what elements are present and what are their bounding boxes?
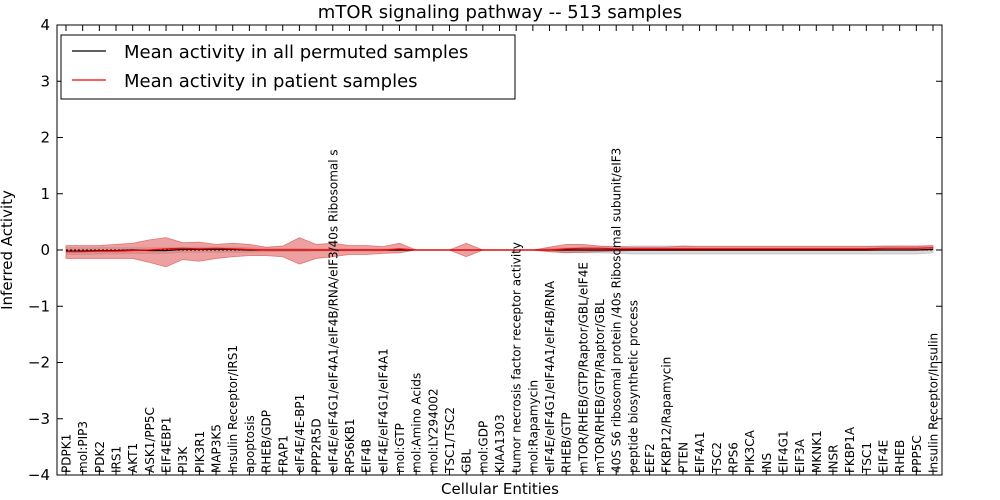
y-tick-label: 3	[40, 72, 50, 90]
x-tick-label: eIF4E/eIF4G1/eIF4A1/eIF4B/RNA	[543, 280, 557, 473]
x-tick-label: EIF4A1	[693, 431, 707, 473]
y-tick-label: −3	[28, 410, 50, 428]
x-tick-label: 40S S6 ribosomal protein /40s Ribosomal …	[610, 148, 624, 473]
series-line-patient	[66, 247, 934, 253]
x-tick-label: RHEB/GTP	[560, 412, 574, 473]
x-tick-label: PPP2R5D	[310, 418, 324, 473]
x-tick-label: FRAP1	[276, 435, 290, 473]
x-tick-label: EIF4G1	[776, 430, 790, 473]
x-tick-label: IRS1	[110, 446, 124, 473]
x-tick-label: RPS6KB1	[343, 418, 357, 473]
x-tick-label: PIK3CA	[743, 429, 757, 473]
plot-frame	[56, 24, 943, 476]
x-tick-label: mol:Rapamycin	[526, 380, 540, 473]
x-tick-label: eIF4E/4E-BP1	[293, 394, 307, 473]
x-tick-label: PI3K	[176, 446, 190, 473]
x-tick-label: RHEB	[893, 440, 907, 473]
x-tick-label: ASK1/PP5C	[143, 407, 157, 473]
x-tick-label: TSC1	[860, 442, 874, 474]
x-tick-label: Insulin Receptor/IRS1	[226, 345, 240, 473]
x-tick-label: EEF2	[643, 443, 657, 473]
legend: Mean activity in all permuted samples Me…	[60, 34, 516, 100]
series-lines	[66, 247, 934, 253]
x-tick-label: KIAA1303	[493, 414, 507, 473]
y-tick-label: 1	[40, 185, 50, 203]
x-tick-label: PPP5C	[910, 435, 924, 473]
x-tick-label: Insulin Receptor/Insulin	[927, 333, 941, 473]
x-tick-label: PTEN	[676, 442, 690, 473]
x-tick-label: EIF4EBP1	[160, 417, 174, 473]
x-tick-label: AKT1	[126, 443, 140, 473]
x-tick-label: mol:LY294002	[426, 388, 440, 473]
y-tick-label: 4	[40, 16, 50, 34]
x-tick-label: EIF4E	[876, 440, 890, 473]
y-tick-label: −1	[28, 297, 50, 315]
x-tick-label: RPS6	[726, 442, 740, 473]
x-tick-label: MAP3K5	[210, 424, 224, 473]
x-tick-label: INS	[760, 453, 774, 473]
chart-title: mTOR signaling pathway -- 513 samples	[318, 2, 682, 23]
y-tick-label: −4	[28, 466, 50, 484]
legend-label-permuted: Mean activity in all permuted samples	[124, 42, 468, 63]
legend-box	[60, 34, 516, 100]
x-tick-label: MKNK1	[810, 430, 824, 473]
x-tick-labels: PDPK1 mol:PIP3 PDK2 IRS1 AKT1 ASK1/PP5C EIF4EB…	[60, 25, 941, 475]
y-ticks: 4 3 2 1 0 −1 −2 −3 −4	[28, 16, 942, 484]
x-tick-label: mTOR/RHEB/GTP/Raptor/GBL	[593, 299, 607, 473]
x-tick-label: mol:PIP3	[76, 421, 90, 473]
x-tick-label: EIF3A	[793, 438, 807, 473]
x-tick-label: eIF4E/eIF4G1/eIF4A1/eIF4B/RNA/eIF3/40s R…	[326, 149, 340, 473]
x-tick-label: GBL	[460, 448, 474, 473]
x-axis-label: Cellular Entities	[441, 480, 559, 498]
x-tick-label: tumor necrosis factor receptor activity	[510, 242, 524, 473]
y-axis-label: Inferred Activity	[0, 190, 16, 310]
legend-label-patient: Mean activity in patient samples	[124, 71, 418, 92]
confidence-bands	[65, 237, 934, 268]
x-tick-label: PDPK1	[60, 434, 74, 473]
y-tick-label: 2	[40, 129, 50, 147]
x-tick-label: PIK3R1	[193, 431, 207, 473]
x-tick-label: mol:GTP	[393, 423, 407, 473]
x-tick-label: mol:GDP	[476, 421, 490, 473]
x-tick-label: INSR	[826, 445, 840, 473]
x-tick-label: FKBP1A	[843, 426, 857, 473]
x-tick-label: mol:Amino Acids	[410, 373, 424, 473]
x-tick-label: FKBP12/Rapamycin	[660, 357, 674, 473]
x-tick-label: TSC2	[710, 442, 724, 474]
x-tick-label: PDK2	[93, 441, 107, 473]
x-tick-label: mTOR/RHEB/GTP/Raptor/GBL/eIF4E	[576, 262, 590, 473]
x-tick-label: EIF4B	[360, 439, 374, 473]
x-tick-label: apoptosis	[243, 415, 257, 473]
x-tick-label: RHEB/GDP	[260, 410, 274, 473]
x-tick-label: TSC1/TSC2	[443, 407, 457, 474]
y-tick-label: −2	[28, 354, 50, 372]
x-tick-label: eIF4E/eIF4G1/eIF4A1	[376, 348, 390, 473]
x-tick-label: peptide biosynthetic process	[626, 300, 640, 473]
y-tick-label: 0	[40, 241, 50, 259]
